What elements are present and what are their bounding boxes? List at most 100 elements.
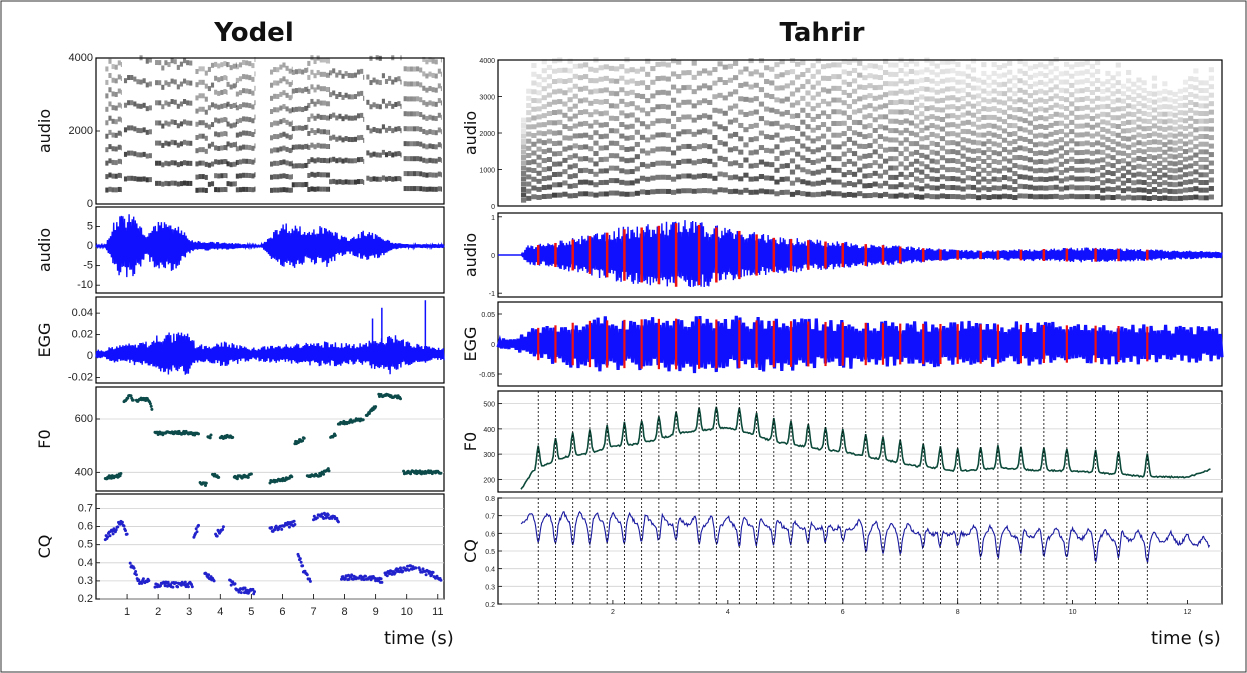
spectrogram-band [645,189,651,195]
spectrogram-band [1131,187,1137,193]
spectrogram-band [440,129,442,135]
y-tick-label: 0.7 [78,502,93,514]
data-point [379,577,383,581]
spectrogram-band [406,81,410,87]
spectrogram-band [670,58,677,64]
spectrogram-band [291,93,293,99]
spectrogram-band [815,180,821,186]
spectrogram-band [914,123,920,129]
spectrogram-band [1084,140,1090,146]
spectrogram-band [226,117,228,123]
spectrogram-band [546,74,553,80]
spectrogram-band [738,162,744,168]
y-tick-label: 400 [75,466,93,478]
spectrogram-band [1100,157,1106,163]
spectrogram-band [1043,107,1049,113]
spectrogram-band [877,173,883,179]
spectrogram-band [996,151,1002,157]
spectrogram-band [939,126,946,132]
spectrogram-band [960,194,966,200]
spectrogram-band [660,61,666,67]
spectrogram-band [841,151,847,157]
spectrogram-band [981,88,987,94]
spectrogram-band [335,179,339,185]
spectrogram-band [857,191,863,197]
spectrogram-band [412,186,417,192]
spectrogram-band [1151,91,1158,97]
spectrogram-band [919,86,925,92]
spectrogram-band [800,143,806,149]
spectrogram-band [357,91,361,97]
spectrogram-band [769,66,775,72]
spectrogram-band [307,158,311,164]
spectrogram-band [1001,100,1008,106]
spectrogram-band [552,192,558,198]
spectrogram-band [712,175,718,181]
spectrogram-band [950,149,956,155]
spectrogram-band [1084,69,1090,75]
spectrogram-band [229,142,233,148]
spectrogram-band [929,123,935,129]
spectrogram-band [1162,111,1168,117]
spectrogram-band [270,122,274,128]
spectrogram-band [210,102,215,108]
spectrogram-band [1053,166,1059,172]
spectrogram-band [235,62,237,68]
spectrogram-band [310,186,314,192]
spectrogram-band [419,186,423,192]
y-tick-label: 3000 [479,95,495,102]
spectrogram-band [820,145,827,151]
spectrogram-band [934,107,940,113]
spectrogram-band [955,97,961,103]
data-point [273,528,277,532]
spectrogram-band [285,187,289,193]
spectrogram-band [322,86,326,92]
spectrogram-band [276,80,280,86]
spectrogram-band [1177,167,1183,173]
spectrogram-band [727,63,734,69]
spectrogram-band [350,179,354,185]
spectrogram-band [1177,195,1183,201]
spectrogram-band [1089,142,1096,148]
spectrogram-band [397,151,401,157]
spectrogram-band [531,71,537,77]
y-tick-label: 0.3 [485,584,495,591]
spectrogram-band [577,75,584,81]
spectrogram-band [304,67,308,73]
spectrogram-band [851,182,858,188]
spectrogram-band [970,112,977,118]
spectrogram-band [986,106,992,112]
spectrogram-band [158,160,162,166]
spectrogram-band [108,129,112,135]
spectrogram-band [105,79,109,85]
spectrogram-band [670,189,677,195]
spectrogram-band [422,85,426,91]
spectrogram-band [229,162,233,168]
spectrogram-band [1095,122,1101,128]
spectrogram-band [391,79,395,85]
spectrogram-band [1188,76,1194,82]
spectrogram-band [1022,70,1028,76]
spectrogram-band [332,68,336,74]
spectrogram-band [924,106,930,112]
spectrogram-band [924,77,930,83]
spectrogram-band [945,77,951,83]
spectrogram-band [614,91,620,97]
spectrogram-band [1177,95,1183,101]
spectrogram-band [779,111,785,117]
data-point [315,516,319,520]
spectrogram-band [1038,115,1044,121]
spectrogram-band [717,187,723,193]
spectrogram-band [914,176,920,182]
spectrogram-band [1095,113,1101,119]
spectrogram-band [223,131,227,137]
spectrogram-band [805,101,811,107]
spectrogram-band [313,115,317,121]
spectrogram-band [437,83,441,89]
spectrogram-band [1193,68,1199,74]
spectrogram-band [779,124,785,130]
spectrogram-band [934,150,940,156]
spectrogram-band [1022,127,1028,133]
data-point [431,570,435,574]
spectrogram-band [789,80,796,86]
